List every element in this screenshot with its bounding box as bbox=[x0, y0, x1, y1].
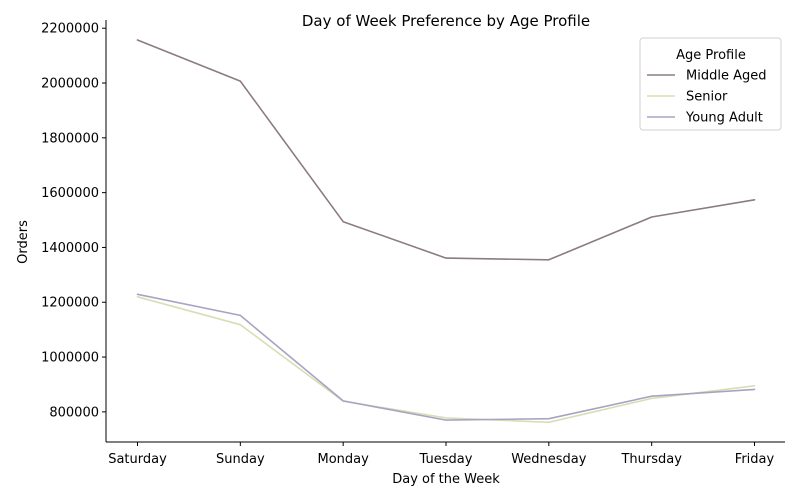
legend-label-senior: Senior bbox=[686, 90, 728, 105]
x-tick-label: Thursday bbox=[620, 452, 682, 467]
plot-area: 800000 1000000 1200000 1400000 1600000 180000… bbox=[41, 20, 785, 467]
y-tick-label: 1200000 bbox=[41, 296, 99, 311]
x-tick-label: Saturday bbox=[108, 452, 167, 467]
x-tick-label: Tuesday bbox=[419, 452, 473, 467]
x-tick-label: Friday bbox=[735, 452, 775, 467]
x-tick-label: Wednesday bbox=[511, 452, 587, 467]
series-line-senior bbox=[136, 295, 756, 424]
legend-frame bbox=[639, 37, 782, 131]
x-tick-label: Sunday bbox=[216, 452, 265, 467]
y-tick-label: 2000000 bbox=[41, 77, 99, 92]
y-tick-label: 1400000 bbox=[41, 241, 99, 256]
y-tick-label: 1000000 bbox=[41, 351, 99, 366]
y-tick-label: 1600000 bbox=[41, 186, 99, 201]
legend-items: Middle Aged Senior Young Adult bbox=[647, 69, 766, 126]
legend: Age Profile Middle Aged Senior Young Adult bbox=[639, 37, 782, 131]
y-axis-title: Orders bbox=[16, 220, 31, 264]
chart-title: Day of Week Preference by Age Profile bbox=[302, 12, 590, 30]
x-axis-title: Day of the Week bbox=[392, 472, 500, 487]
series-line-young-adult bbox=[136, 293, 756, 421]
y-tick-label: 2200000 bbox=[41, 22, 99, 37]
y-tick-label: 1800000 bbox=[41, 131, 99, 146]
series-line-middle-aged bbox=[136, 39, 756, 261]
y-tick-label: 800000 bbox=[49, 405, 99, 420]
legend-label-middle-aged: Middle Aged bbox=[686, 69, 766, 84]
x-tick-label: Monday bbox=[318, 452, 370, 467]
legend-label-young-adult: Young Adult bbox=[685, 111, 763, 126]
legend-title: Age Profile bbox=[676, 48, 746, 63]
